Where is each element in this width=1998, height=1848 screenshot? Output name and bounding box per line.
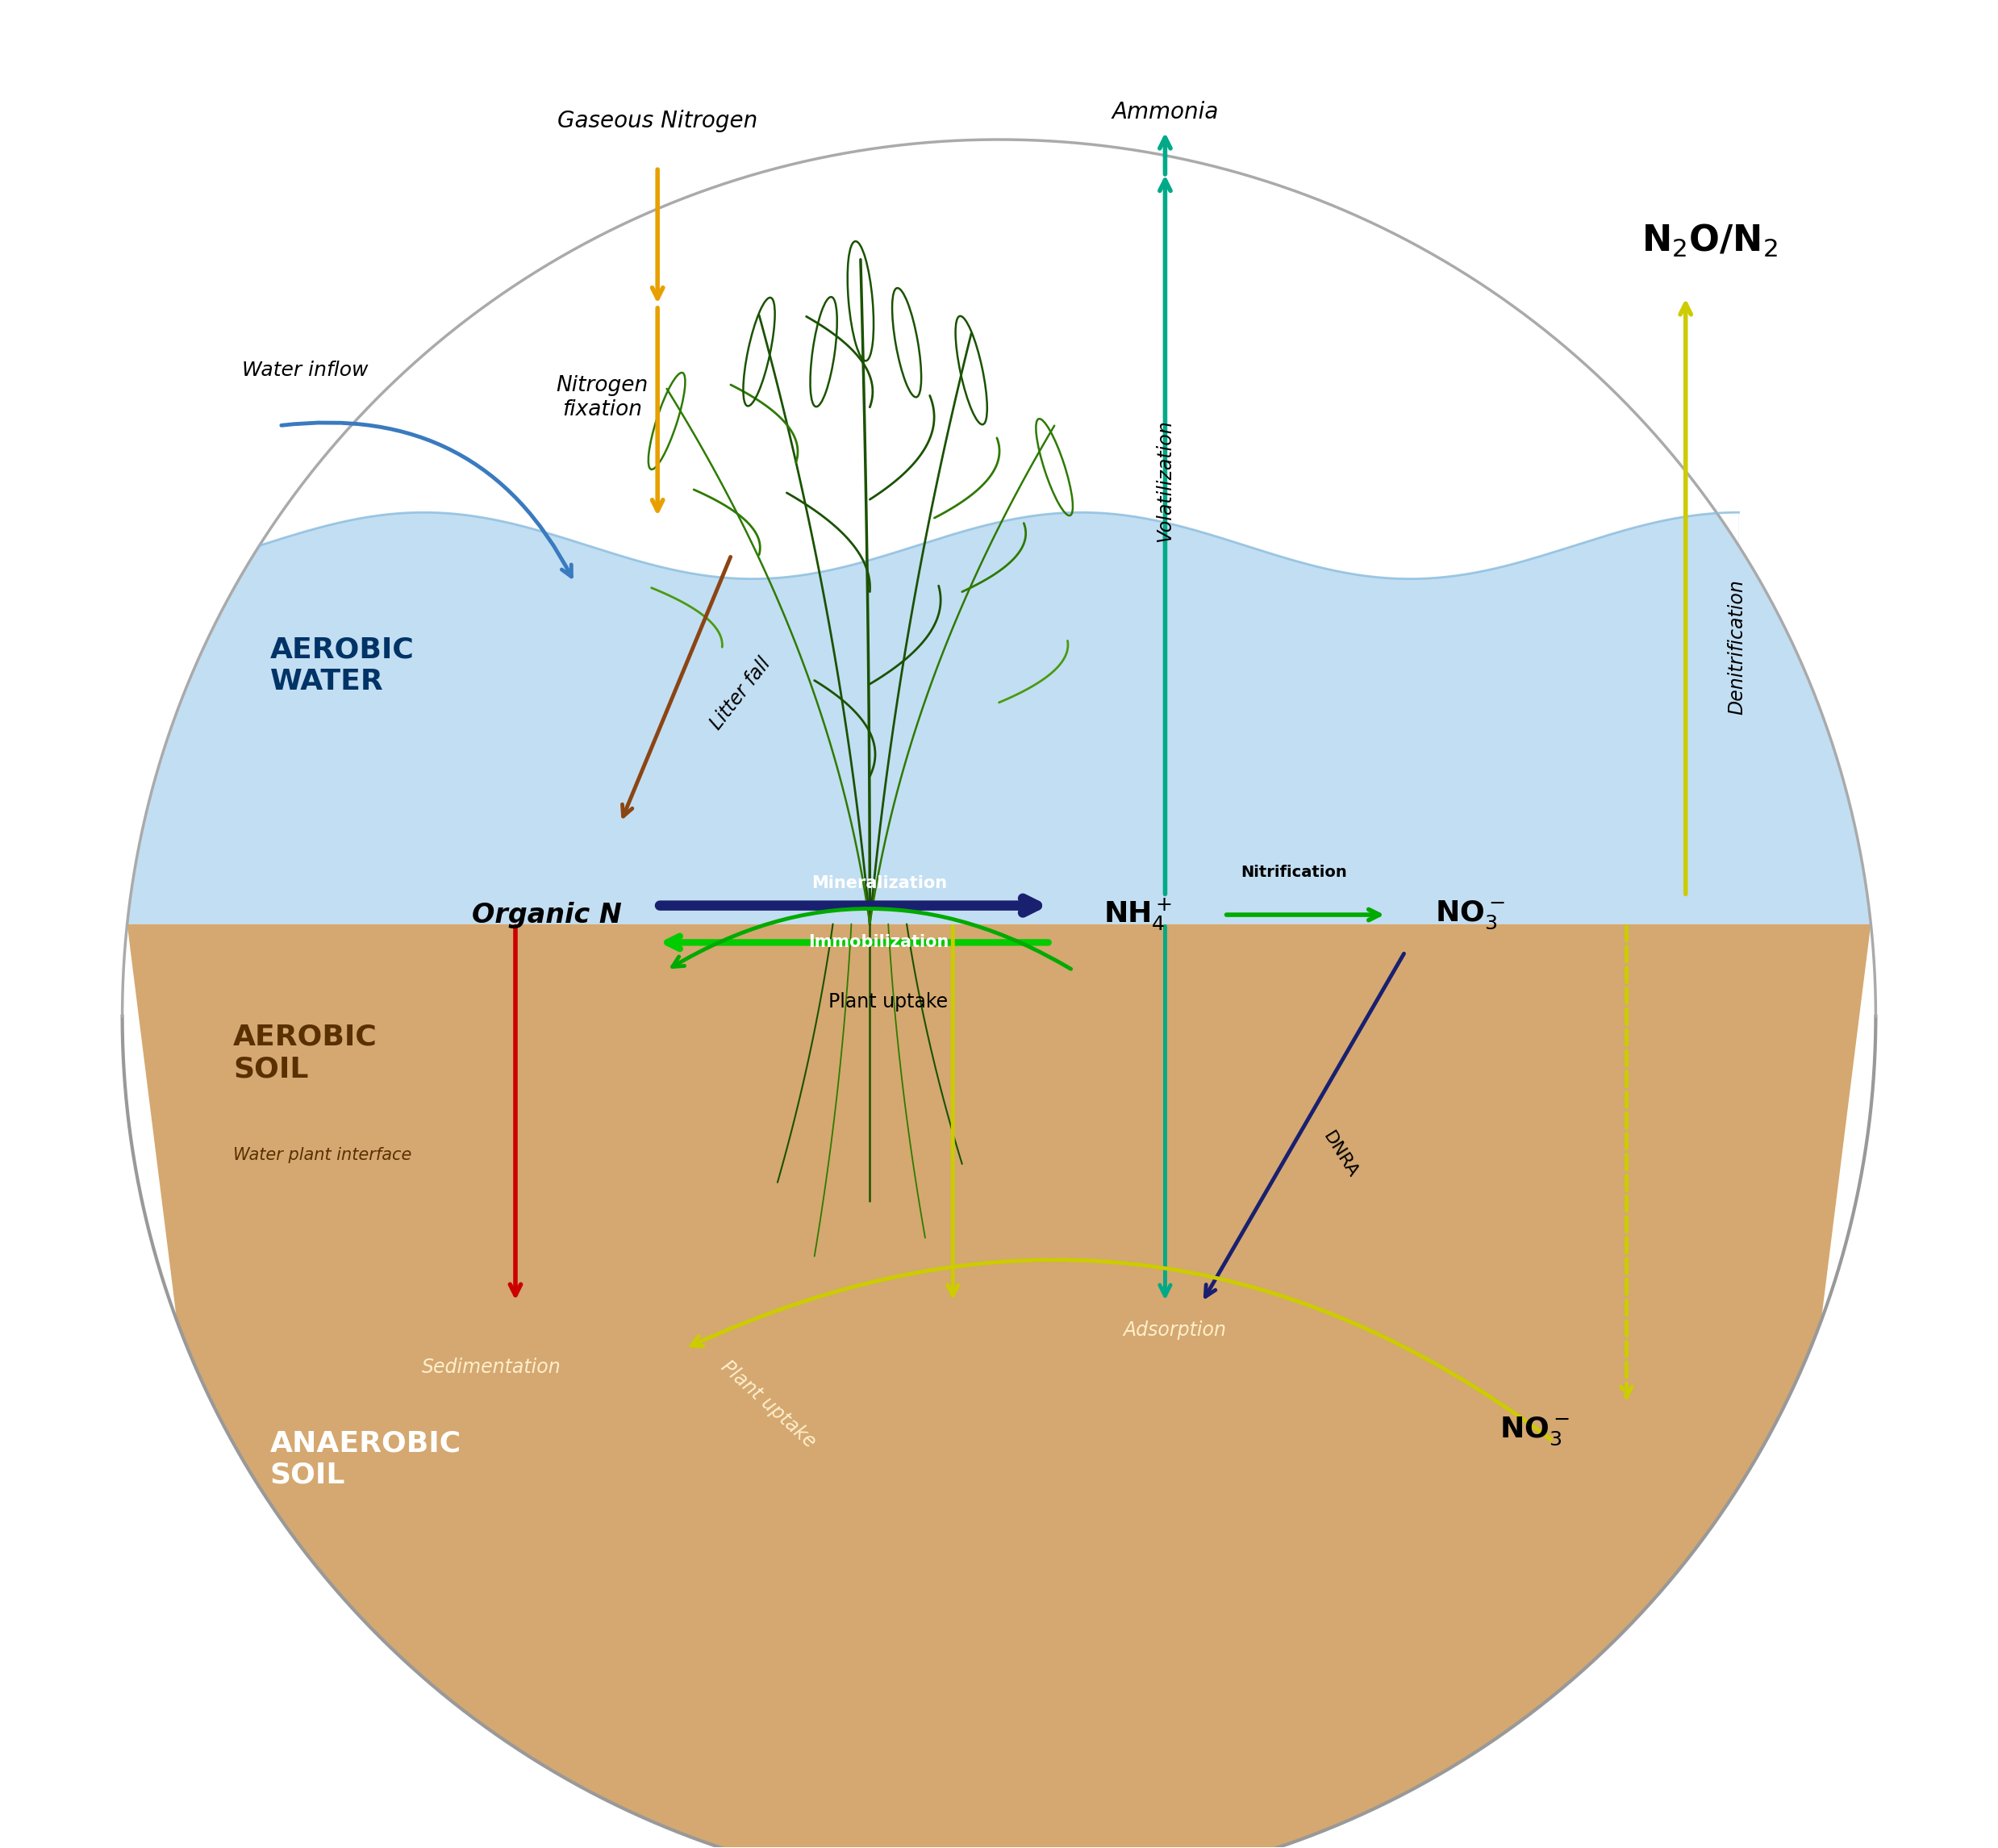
Polygon shape [122, 1016, 1876, 1848]
Text: Organic N: Organic N [472, 902, 621, 928]
Text: Sedimentation: Sedimentation [422, 1356, 561, 1377]
Text: Litter fall: Litter fall [707, 654, 775, 734]
Text: Plant uptake: Plant uptake [717, 1356, 819, 1451]
Text: Plant uptake: Plant uptake [829, 992, 947, 1011]
Text: Mineralization: Mineralization [811, 876, 947, 891]
Text: NO$_3^-$: NO$_3^-$ [1498, 1416, 1568, 1447]
Polygon shape [128, 924, 1870, 1848]
Text: ANAEROBIC
SOIL: ANAEROBIC SOIL [270, 1430, 462, 1489]
Text: N$_2$O/N$_2$: N$_2$O/N$_2$ [1642, 224, 1778, 259]
Polygon shape [260, 140, 1738, 578]
Text: Ammonia: Ammonia [1111, 100, 1219, 124]
Text: NO$_3^-$: NO$_3^-$ [1435, 898, 1504, 931]
Polygon shape [178, 1321, 1820, 1848]
Text: NH$_4^+$: NH$_4^+$ [1103, 896, 1171, 933]
Text: Nitrification: Nitrification [1241, 865, 1347, 880]
Text: Denitrification: Denitrification [1728, 580, 1746, 715]
Text: DNRA: DNRA [1321, 1129, 1361, 1181]
Text: Immobilization: Immobilization [809, 935, 949, 950]
Text: Water inflow: Water inflow [242, 360, 368, 381]
Text: AEROBIC
WATER: AEROBIC WATER [270, 636, 414, 695]
Text: Adsorption: Adsorption [1123, 1319, 1227, 1340]
Text: Volatilization: Volatilization [1155, 419, 1175, 541]
Text: Water plant interface: Water plant interface [234, 1146, 412, 1162]
Text: AEROBIC
SOIL: AEROBIC SOIL [234, 1024, 378, 1083]
Text: Gaseous Nitrogen: Gaseous Nitrogen [557, 109, 757, 133]
Polygon shape [128, 512, 1870, 924]
Text: Nitrogen
fixation: Nitrogen fixation [555, 375, 647, 421]
